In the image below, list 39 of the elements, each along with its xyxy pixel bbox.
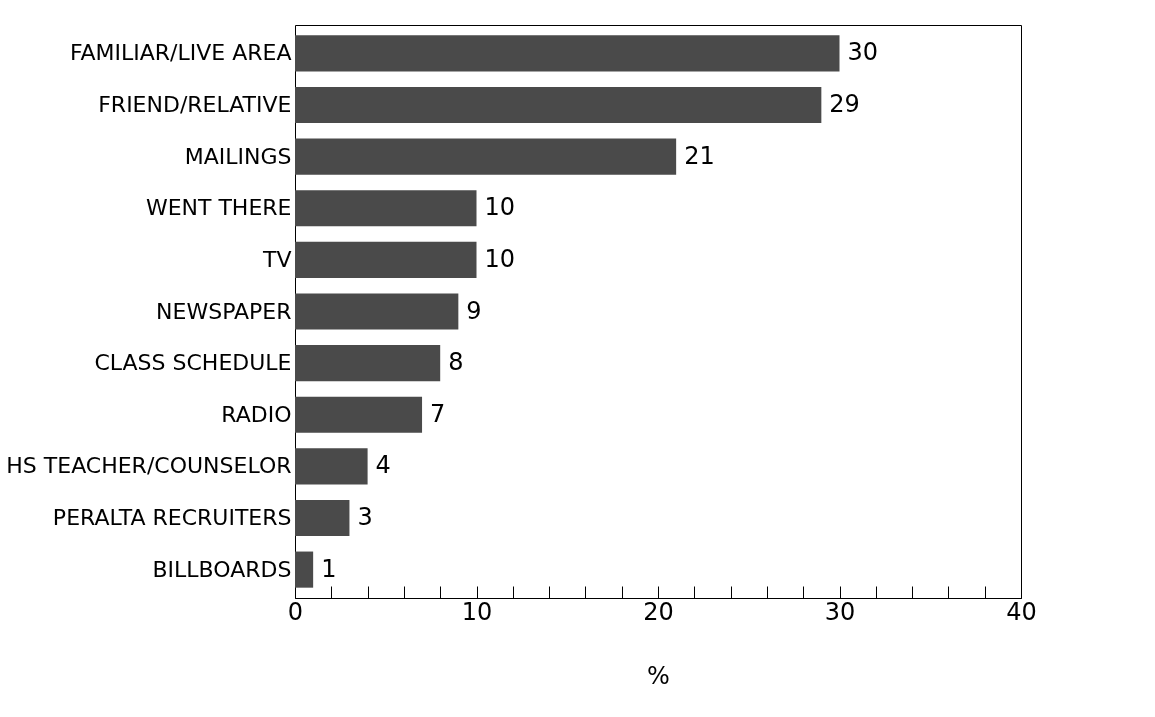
y-tick-label: WENT THERE — [145, 195, 292, 221]
x-tick-label: 0 — [287, 597, 304, 626]
y-tick-label: FRIEND/RELATIVE — [98, 92, 292, 118]
bar — [295, 345, 441, 382]
x-tick-label: 10 — [461, 597, 493, 626]
data-label: 10 — [484, 193, 516, 222]
data-label: 30 — [847, 38, 879, 67]
bar — [295, 190, 477, 227]
y-tick-label: CLASS SCHEDULE — [94, 350, 292, 376]
bar — [295, 396, 423, 433]
x-tick-label: 30 — [824, 597, 856, 626]
y-tick-label: BILLBOARDS — [152, 556, 292, 582]
x-tick-label: 20 — [643, 597, 674, 626]
y-tick-label: RADIO — [221, 401, 292, 427]
data-label: 4 — [375, 451, 391, 480]
bar — [295, 35, 840, 72]
y-tick-label: FAMILIAR/LIVE AREA — [69, 40, 292, 66]
data-label: 10 — [484, 244, 516, 273]
x-tick-label: 40 — [1006, 597, 1037, 626]
x-axis-title: % — [647, 661, 670, 690]
data-label: 7 — [430, 399, 446, 428]
y-tick-label: HS TEACHER/COUNSELOR — [6, 453, 292, 479]
data-label: 9 — [466, 296, 482, 325]
bar — [295, 448, 368, 485]
y-tick-label: NEWSPAPER — [156, 298, 292, 324]
data-label: 21 — [684, 141, 715, 170]
bar — [295, 138, 677, 175]
y-tick-label: MAILINGS — [184, 143, 292, 169]
y-tick-label: PERALTA RECRUITERS — [52, 504, 292, 530]
data-label: 3 — [357, 502, 373, 531]
bar — [295, 241, 477, 278]
data-label: 29 — [829, 90, 860, 119]
data-label: 1 — [321, 554, 337, 583]
bar — [295, 499, 350, 537]
bar — [295, 293, 459, 330]
bar — [295, 551, 314, 588]
bar — [295, 86, 822, 124]
data-label: 8 — [448, 348, 464, 377]
y-tick-label: TV — [262, 246, 292, 272]
